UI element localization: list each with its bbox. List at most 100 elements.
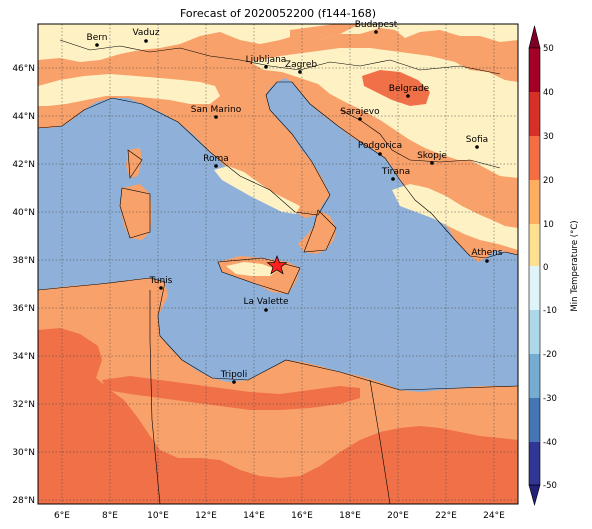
city-dot (232, 380, 236, 384)
city-label: Ljubljana (246, 55, 287, 65)
city-label: Tripoli (220, 370, 248, 380)
colorbar-tick-label: 20 (543, 176, 554, 186)
map-area (38, 24, 518, 504)
colorbar-min-extend (528, 484, 541, 507)
colorbar-tick-label: 30 (543, 132, 554, 142)
y-tick-label: 40°N (12, 208, 35, 218)
city-dot (430, 161, 434, 165)
colorbar-segment (529, 398, 540, 442)
y-axis: 46°N 44°N 42°N 40°N 38°N 36°N 34°N 32°N … (12, 64, 35, 506)
x-tick-label: 8°E (102, 511, 118, 521)
colorbar-tick-label: -20 (543, 350, 557, 360)
colorbar-tick-label: -30 (543, 394, 557, 404)
colorbar-segment (529, 180, 540, 224)
plot-frame (37, 23, 519, 505)
city-dot (264, 308, 268, 312)
colorbar-tick-label: 40 (543, 88, 554, 98)
city-dot (406, 94, 410, 98)
y-tick-label: 38°N (12, 256, 35, 266)
italy-cool (214, 166, 300, 214)
city-dot (298, 70, 302, 74)
colorbar-max-extend (528, 25, 541, 49)
city-dot (214, 164, 218, 168)
y-tick-label: 36°N (12, 304, 35, 314)
city-label: Tunis (149, 276, 173, 286)
x-tick-label: 24°E (483, 511, 505, 521)
x-tick-label: 20°E (387, 511, 409, 521)
y-tick-label: 44°N (12, 112, 35, 122)
city-label: Zagreb (285, 60, 317, 70)
city-label: La Valette (244, 297, 289, 307)
y-tick-label: 30°N (12, 448, 35, 458)
city-dot (358, 117, 362, 121)
x-tick-label: 10°E (147, 511, 169, 521)
city-dot (485, 259, 489, 263)
x-tick-label: 12°E (195, 511, 217, 521)
city-dot (159, 286, 163, 290)
city-markers: Bern Vaduz Budapest Ljubljana Zagreb Bel… (87, 20, 503, 384)
city-dot (214, 115, 218, 119)
city-label: Bern (87, 33, 108, 43)
x-tick-label: 16°E (291, 511, 313, 521)
danube-band (290, 24, 360, 44)
city-label: San Marino (191, 105, 242, 115)
city-label: Podgorica (358, 141, 402, 151)
city-label: Athens (471, 248, 502, 258)
colorbar-label: Min Temperature (°C) (570, 220, 580, 311)
po-cool (38, 74, 220, 106)
pannonia-cool (250, 48, 518, 178)
africa-hot-band (102, 376, 360, 410)
colorbar-tick-label: 10 (543, 220, 554, 230)
africa-hot-west (38, 328, 518, 504)
coastlines (38, 39, 518, 504)
city-label: Roma (203, 154, 229, 164)
y-tick-label: 32°N (12, 400, 35, 410)
x-tick-label: 14°E (243, 511, 265, 521)
y-tick-label: 46°N (12, 64, 35, 74)
city-label: Vaduz (132, 28, 159, 38)
y-tick-label: 28°N (12, 496, 35, 506)
colorbar-tick-label: -40 (543, 438, 557, 448)
x-tick-label: 22°E (435, 511, 457, 521)
colorbar-segment (529, 92, 540, 136)
colorbar-segment (529, 266, 540, 310)
city-dot (374, 30, 378, 34)
sicily-cool (226, 262, 278, 276)
city-label: Sofia (466, 135, 488, 145)
corsica-land (126, 148, 142, 178)
colorbar-tick-label: -50 (543, 481, 557, 491)
colorbar-frame (528, 47, 541, 486)
map-title: Forecast of 2020052200 (f144-168) (179, 7, 377, 20)
x-axis: 6°E 8°E 10°E 12°E 14°E 16°E 18°E 20°E 22… (54, 511, 505, 521)
y-tick-label: 34°N (12, 352, 35, 362)
city-dot (391, 177, 395, 181)
dinaric-cool (392, 184, 518, 250)
city-dot (264, 65, 268, 69)
colorbar-tick-label: -10 (543, 306, 557, 316)
x-tick-label: 18°E (339, 511, 361, 521)
city-dot (378, 152, 382, 156)
y-tick-label: 42°N (12, 160, 35, 170)
city-dot (95, 43, 99, 47)
city-dot (475, 145, 479, 149)
colorbar-segment (529, 224, 540, 266)
colorbar-tick-label: 50 (543, 44, 554, 54)
city-dot (144, 39, 148, 43)
colorbar-tick-label: 0 (543, 263, 548, 273)
colorbar-segment (529, 354, 540, 398)
colorbar: 50 40 30 20 10 0 -10 -20 -30 -40 -50 Min… (528, 25, 580, 507)
city-label: Skopje (417, 151, 447, 161)
colorbar-segment (529, 310, 540, 354)
x-tick-label: 6°E (54, 511, 70, 521)
colorbar-segment (529, 442, 540, 485)
city-label: Belgrade (389, 84, 430, 94)
colorbar-segment (529, 136, 540, 180)
colorbar-segment (529, 48, 540, 92)
belgrade-hot (362, 70, 430, 106)
city-label: Sarajevo (340, 107, 380, 117)
alps-cool (38, 24, 518, 62)
red-star-icon (266, 255, 288, 275)
gridlines (38, 24, 518, 504)
city-label: Tirana (381, 167, 410, 177)
